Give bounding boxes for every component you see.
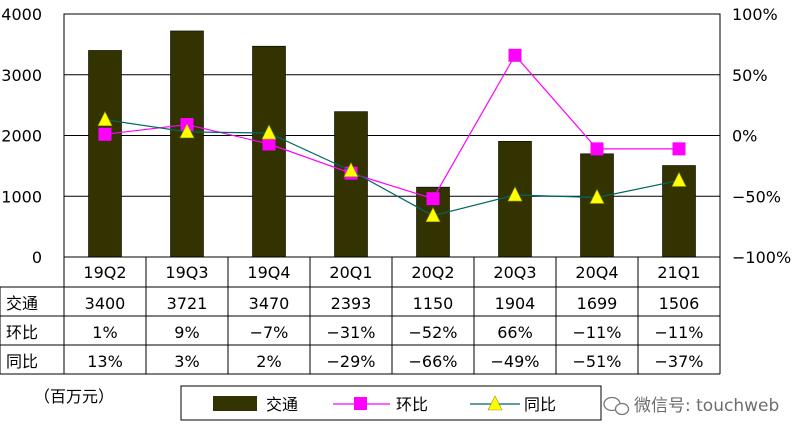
table-row-header: 同比 <box>6 352 38 371</box>
legend-label-yoy: 同比 <box>524 395 556 414</box>
bar <box>252 45 286 258</box>
bar <box>88 50 122 258</box>
data-label: 3400 <box>85 294 126 313</box>
table-row-header: 交通 <box>6 294 38 313</box>
data-label: 3721 <box>167 294 208 313</box>
category-label: 21Q1 <box>657 263 700 282</box>
yoy-point <box>97 111 113 127</box>
legend-qoq-marker <box>354 397 367 410</box>
data-label: 3% <box>174 352 199 371</box>
unit-note: （百万元） <box>34 387 114 406</box>
data-label: 1904 <box>495 294 536 313</box>
left-axis-tick-label: 1000 <box>1 187 42 206</box>
qoq-point <box>262 137 276 151</box>
data-label: −51% <box>573 352 622 371</box>
data-label: 3470 <box>249 294 290 313</box>
data-label: −29% <box>327 352 376 371</box>
category-label: 20Q2 <box>411 263 454 282</box>
data-label: 1% <box>92 323 117 342</box>
left-axis-tick-label: 2000 <box>1 127 42 146</box>
data-label: −31% <box>327 323 376 342</box>
axis-tick-labels: 0 −100% 1000 −50% 2000 0% 3000 50% 4000 100% <box>1 5 791 267</box>
wechat-icon <box>603 396 630 416</box>
right-axis-tick-label: 100% <box>732 5 778 24</box>
bar <box>334 111 368 258</box>
category-label: 19Q3 <box>165 263 208 282</box>
bar <box>170 30 204 258</box>
yoy-point <box>671 171 687 187</box>
yoy-point <box>425 207 441 222</box>
category-label: 19Q2 <box>83 263 126 282</box>
yoy-point <box>343 162 359 178</box>
data-label: −37% <box>655 352 704 371</box>
watermark: 微信号: touchweb <box>603 396 779 416</box>
data-label: −52% <box>409 323 458 342</box>
category-label: 20Q1 <box>329 263 372 282</box>
legend-label-bar: 交通 <box>266 395 298 414</box>
yoy-point <box>261 124 277 140</box>
right-axis-tick-label: 0% <box>732 127 757 146</box>
data-table: 19Q2 19Q3 19Q4 20Q1 20Q2 20Q3 20Q4 21Q1 交通 3400 37… <box>0 257 721 375</box>
left-axis-tick-label: 0 <box>32 248 42 267</box>
qoq-point <box>590 142 604 156</box>
data-label: 1150 <box>413 294 454 313</box>
data-label: −7% <box>250 323 289 342</box>
data-label: −11% <box>655 323 704 342</box>
yoy-point <box>589 188 605 204</box>
data-label: 13% <box>87 352 123 371</box>
data-label: −49% <box>491 352 540 371</box>
category-label: 19Q4 <box>247 263 290 282</box>
left-axis-tick-label: 4000 <box>1 5 42 24</box>
data-label: 9% <box>174 323 199 342</box>
legend-bar-swatch <box>213 396 257 411</box>
right-axis-tick-label: −50% <box>732 187 781 206</box>
legend-label-qoq: 环比 <box>396 395 428 414</box>
yoy-point <box>507 186 523 202</box>
watermark-text: 微信号: touchweb <box>634 396 779 416</box>
series-line-qoq <box>104 54 679 200</box>
table-row-header: 环比 <box>6 323 38 342</box>
data-label: 66% <box>497 323 533 342</box>
qoq-point <box>98 127 112 141</box>
data-label: 2% <box>256 352 281 371</box>
right-axis-tick-label: 50% <box>732 66 768 85</box>
bar-series-layer <box>88 30 696 258</box>
data-label: −11% <box>573 323 622 342</box>
category-label: 20Q4 <box>575 263 618 282</box>
data-label: 1506 <box>659 294 700 313</box>
left-axis-tick-label: 3000 <box>1 66 42 85</box>
qoq-point <box>426 192 440 206</box>
bar <box>580 153 614 258</box>
qoq-point <box>508 48 522 62</box>
legend: 交通 环比 同比 <box>180 385 602 421</box>
series-line-yoy <box>104 119 680 217</box>
legend-yoy-marker <box>487 395 503 411</box>
category-label: 20Q3 <box>493 263 536 282</box>
yoy-point <box>179 123 195 139</box>
line-series-layer <box>97 48 687 222</box>
qoq-point <box>672 142 686 156</box>
gridlines <box>64 74 720 197</box>
data-label: 1699 <box>577 294 618 313</box>
data-label: −66% <box>409 352 458 371</box>
data-label: 2393 <box>331 294 372 313</box>
right-axis-tick-label: −100% <box>732 248 791 267</box>
